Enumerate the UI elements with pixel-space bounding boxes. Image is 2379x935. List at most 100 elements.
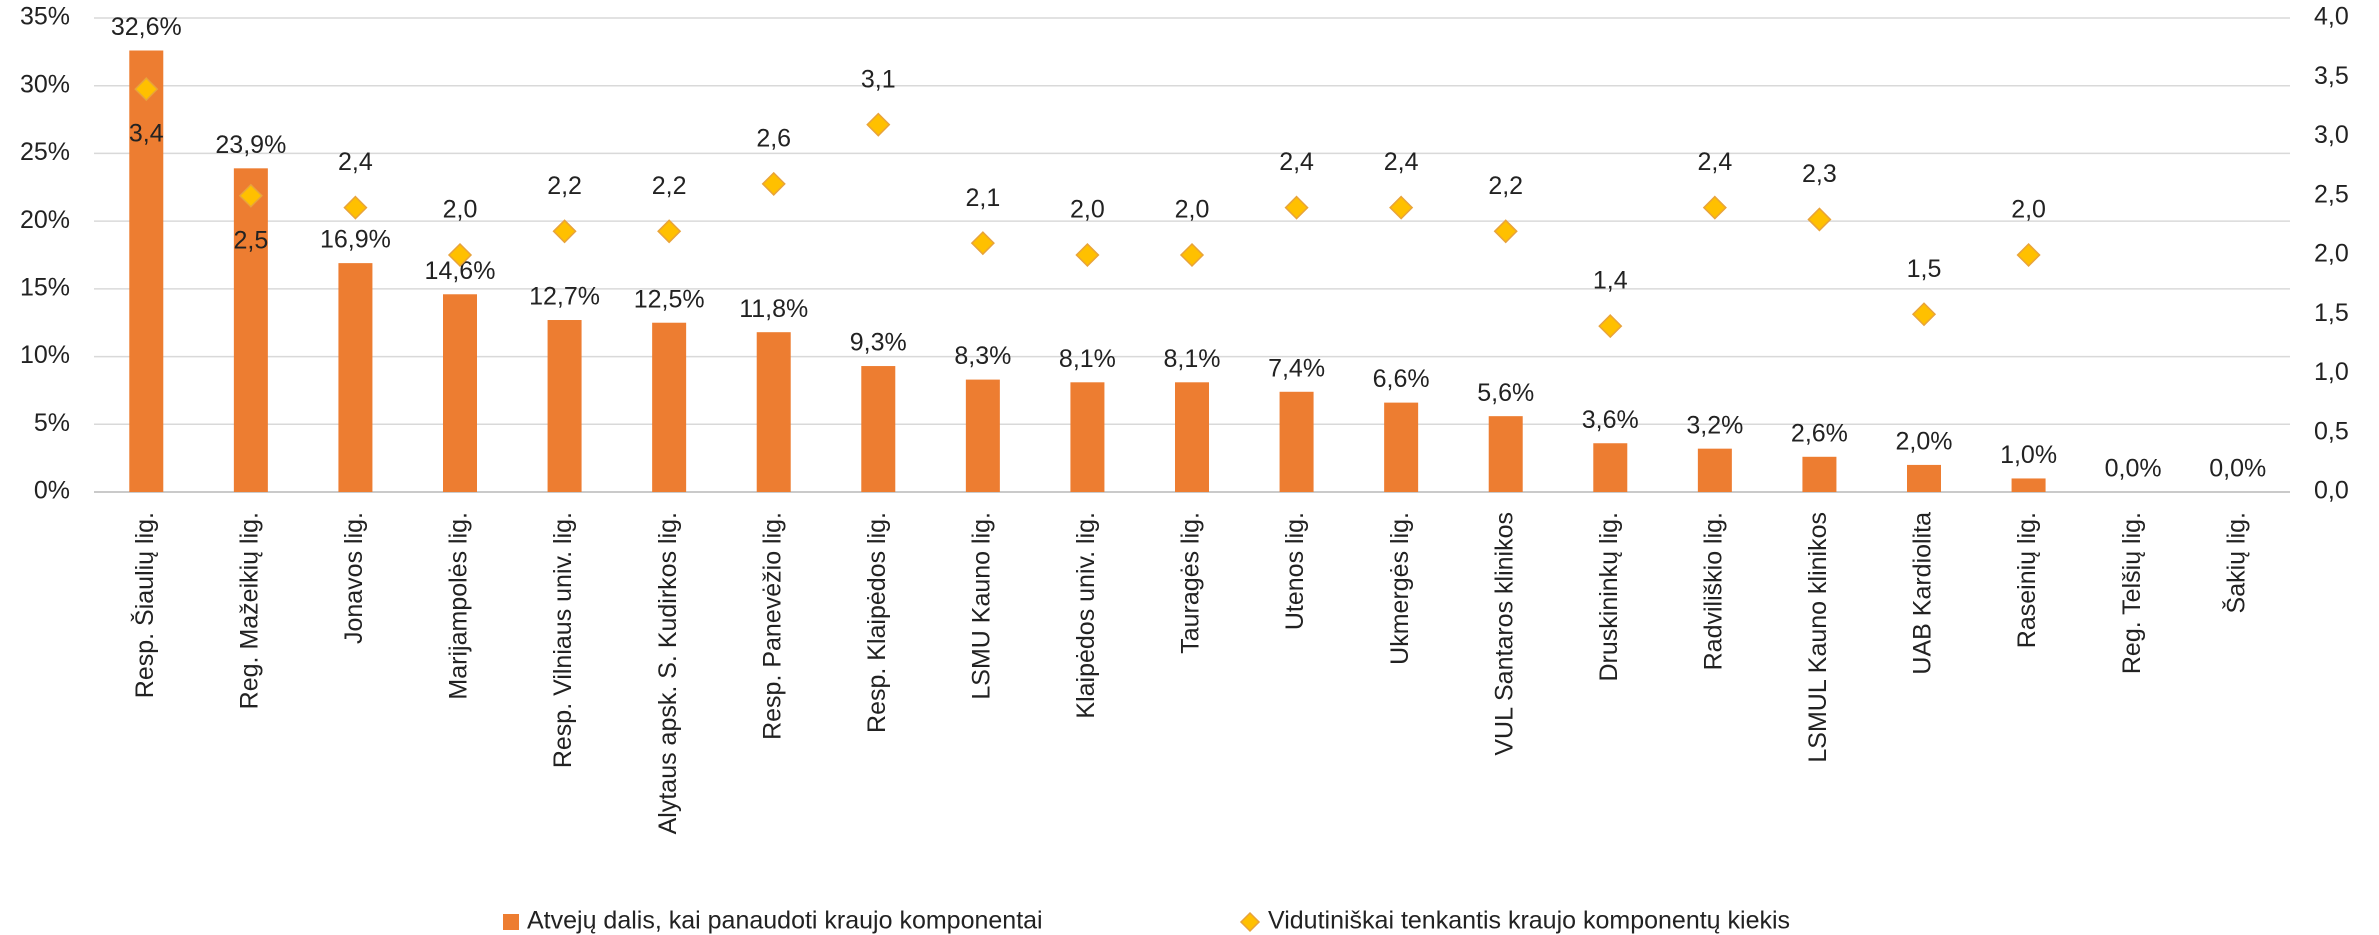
marker-value-label: 1,5 — [1907, 255, 1942, 283]
diamond-marker — [1911, 302, 1937, 327]
bar-value-label: 32,6% — [111, 13, 182, 41]
diamond-marker — [343, 195, 368, 220]
bar — [756, 332, 791, 492]
bar — [338, 263, 373, 492]
bar-value-label: 8,3% — [954, 342, 1011, 370]
bar — [1593, 443, 1628, 492]
marker-value-label: 2,0 — [2011, 196, 2046, 224]
x-tick-label: Utenos lig. — [1281, 512, 1309, 630]
x-tick-label: Resp. Panevėžio lig. — [758, 512, 786, 740]
diamond-marker — [1598, 314, 1623, 339]
bar — [129, 50, 164, 492]
bar-value-label: 12,7% — [529, 283, 600, 311]
bar — [652, 322, 687, 492]
y-tick-label: 25% — [20, 138, 70, 166]
bar-value-label: 2,6% — [1791, 419, 1848, 447]
diamond-marker — [2016, 242, 2041, 268]
x-tick-label: Reg. Mažeikių lig. — [235, 512, 263, 709]
x-tick-label: Šakių lig. — [2221, 512, 2250, 613]
bar-value-label: 3,2% — [1686, 411, 1743, 439]
x-tick-label: Jonavos lig. — [340, 512, 368, 644]
x-tick-label: Ukmergės lig. — [1386, 512, 1414, 665]
diamond-marker — [1702, 195, 1727, 220]
legend-swatch — [1239, 911, 1261, 933]
x-tick-label: LSMUL Kauno klinikos — [1804, 512, 1832, 763]
diamond-marker — [657, 219, 682, 244]
bar-value-label: 8,1% — [1164, 345, 1221, 373]
diamond-marker — [1284, 195, 1309, 220]
diamond-marker — [238, 183, 263, 208]
y-tick-label: 35% — [20, 3, 70, 31]
bar — [1175, 382, 1209, 492]
marker-value-label: 2,2 — [1488, 172, 1523, 200]
bar — [1070, 382, 1105, 492]
marker-value-label: 1,4 — [1593, 267, 1628, 295]
x-tick-label: Resp. Šiaulių lig. — [130, 512, 159, 698]
legend-swatch — [503, 914, 519, 930]
marker-value-label: 3,1 — [861, 65, 896, 93]
y2-tick-label: 4,0 — [2314, 3, 2349, 31]
y-tick-label: 15% — [20, 273, 70, 301]
x-tick-label: Marijampolės lig. — [445, 512, 473, 700]
bar-value-label: 0,0% — [2105, 455, 2162, 483]
bar — [443, 294, 477, 492]
diamond-marker — [1493, 219, 1518, 244]
y-tick-label: 5% — [34, 409, 70, 437]
bar-value-label: 11,8% — [739, 295, 808, 323]
bar-value-label: 6,6% — [1373, 365, 1430, 393]
bar-value-label: 3,6% — [1582, 406, 1639, 434]
y2-tick-label: 1,5 — [2314, 299, 2349, 327]
bar — [1907, 464, 1941, 492]
x-tick-label: Druskininkų lig. — [1595, 512, 1623, 682]
x-tick-label: Alytaus apsk. S. Kudirkos lig. — [654, 512, 682, 834]
bar — [965, 379, 1000, 492]
marker-value-label: 2,4 — [1697, 148, 1732, 176]
bar — [2011, 478, 2046, 492]
bar-value-label: 5,6% — [1477, 379, 1534, 407]
bar-value-label: 7,4% — [1268, 354, 1325, 382]
diamond-marker — [1807, 207, 1832, 232]
y-tick-label: 20% — [20, 206, 70, 234]
y2-tick-label: 2,0 — [2314, 240, 2349, 268]
x-tick-label: Tauragės lig. — [1177, 512, 1205, 654]
x-tick-label: Radviliškio lig. — [1699, 512, 1727, 670]
bar — [1697, 448, 1732, 492]
y2-tick-label: 0,5 — [2314, 417, 2349, 445]
bar-value-label: 12,5% — [634, 285, 705, 313]
bar-value-label: 23,9% — [215, 131, 286, 159]
x-tick-label: VUL Santaros klinikos — [1490, 512, 1518, 756]
diamond-marker — [552, 219, 577, 244]
y-tick-label: 30% — [20, 70, 70, 98]
diamond-marker — [970, 231, 995, 256]
marker-value-label: 2,0 — [443, 196, 478, 224]
marker-value-label: 2,4 — [1384, 148, 1419, 176]
diamond-marker — [1075, 242, 1100, 268]
diamond-marker — [761, 171, 786, 196]
marker-value-label: 2,0 — [1175, 196, 1210, 224]
x-tick-label: LSMU Kauno lig. — [967, 512, 995, 700]
y2-tick-label: 1,0 — [2314, 358, 2349, 386]
diamond-marker — [1389, 195, 1414, 220]
y2-tick-label: 3,0 — [2314, 121, 2349, 149]
bar — [861, 366, 896, 492]
marker-value-label: 2,2 — [547, 172, 582, 200]
y-tick-label: 10% — [20, 341, 70, 369]
bar — [1279, 391, 1314, 492]
x-tick-label: Klaipėdos univ. lig. — [1072, 512, 1100, 719]
y2-tick-label: 0,0 — [2314, 477, 2349, 505]
diamond-marker — [866, 112, 891, 137]
bar — [1384, 402, 1419, 492]
diamond-marker — [447, 242, 473, 268]
marker-value-label: 2,6 — [756, 125, 791, 153]
bar — [1802, 456, 1837, 492]
marker-value-label: 2,4 — [1279, 148, 1314, 176]
bar-value-label: 16,9% — [320, 226, 391, 254]
bar-value-label: 8,1% — [1059, 345, 1116, 373]
x-tick-label: Raseinių lig. — [2013, 512, 2041, 648]
marker-value-label: 3,4 — [129, 120, 164, 148]
marker-value-label: 2,1 — [965, 184, 1000, 212]
marker-value-label: 2,3 — [1802, 160, 1837, 188]
x-tick-label: Resp. Vilniaus univ. lig. — [549, 512, 577, 768]
bar-value-label: 1,0% — [2000, 441, 2057, 469]
